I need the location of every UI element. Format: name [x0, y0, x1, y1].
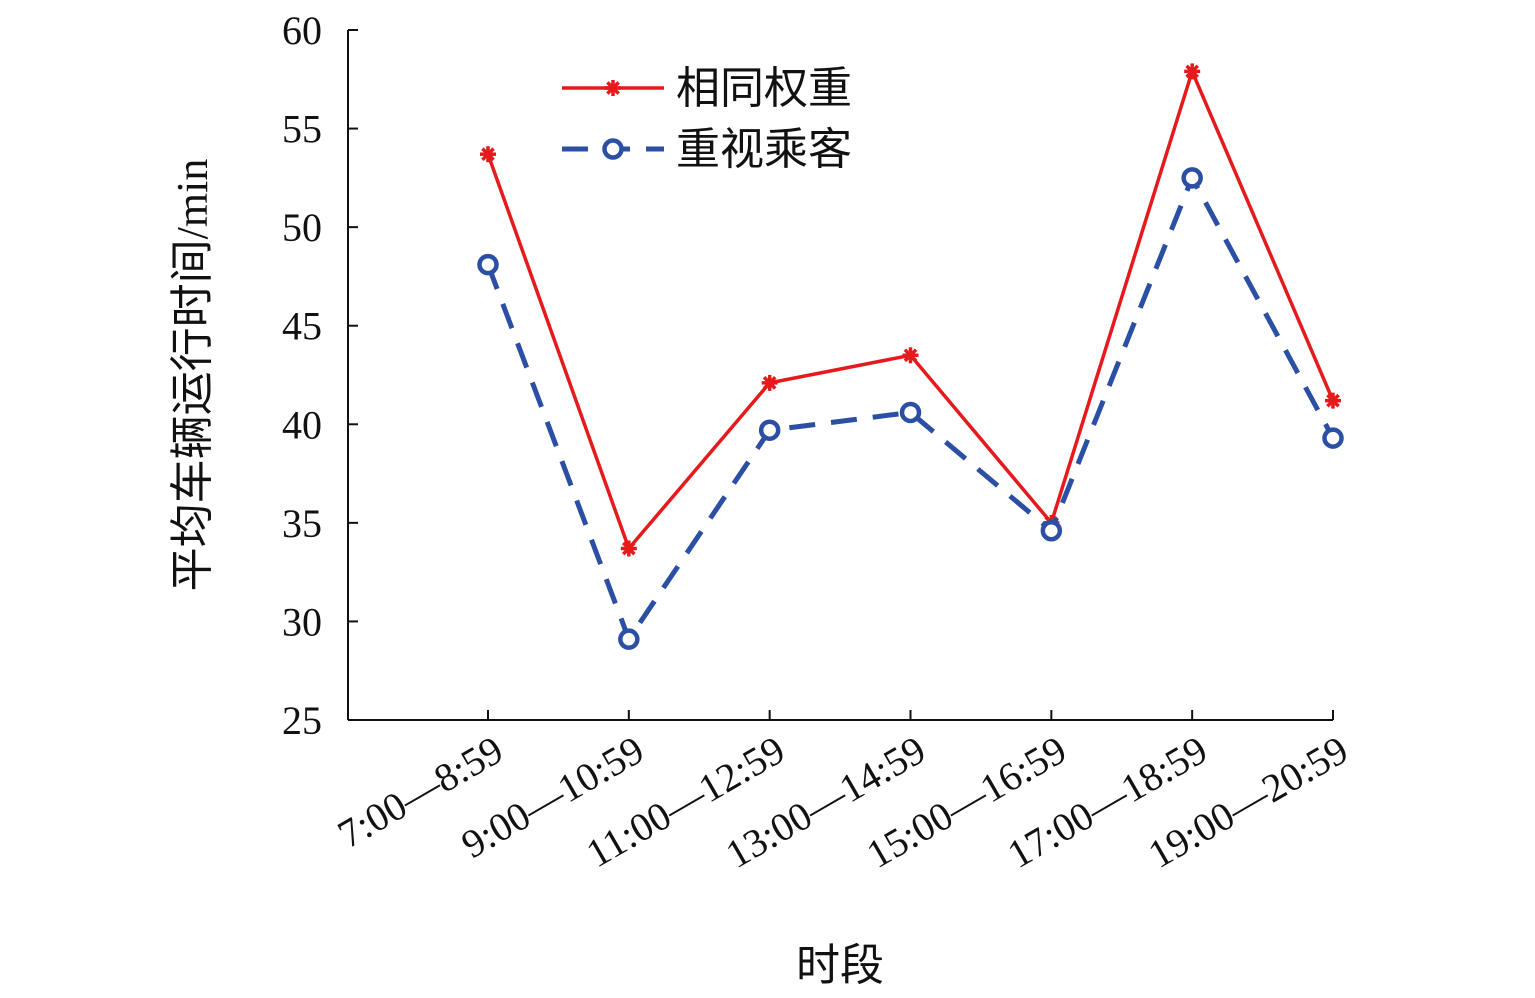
legend-label: 重视乘客: [676, 125, 852, 174]
circle-marker: [602, 138, 624, 160]
asterisk-marker-stroke: [903, 348, 918, 363]
x-axis-title: 时段: [796, 941, 884, 990]
data-point: [761, 374, 778, 391]
circle-marker: [758, 419, 781, 441]
legend-entry-1: 相同权重: [562, 64, 852, 113]
y-axis-title: 平均车辆运行时间/min: [168, 159, 217, 592]
asterisk-marker-stroke: [606, 81, 620, 95]
circle-marker: [899, 401, 922, 424]
asterisk-marker-stroke: [621, 541, 636, 556]
legend-label: 相同权重: [676, 64, 852, 113]
legend-entry-2: 重视乘客: [562, 125, 852, 174]
circle-marker: [1181, 167, 1203, 189]
data-point: [480, 146, 496, 163]
data-point: [1322, 427, 1344, 449]
y-tick-label: 60: [282, 8, 322, 53]
y-tick-label: 45: [282, 304, 322, 349]
circle-marker: [477, 253, 499, 276]
asterisk-marker-stroke: [1326, 393, 1340, 408]
asterisk-marker-stroke: [762, 376, 777, 390]
y-tick-label: 30: [282, 599, 322, 644]
series-layer: [477, 63, 1344, 650]
data-point: [620, 540, 637, 557]
data-point: [758, 419, 781, 441]
y-tick-label: 40: [282, 402, 322, 447]
y-tick-label: 35: [282, 501, 322, 546]
circle-marker: [1322, 427, 1344, 449]
data-point: [1181, 167, 1203, 189]
asterisk-marker-stroke: [481, 147, 495, 162]
series-2: [477, 167, 1344, 650]
data-point: [618, 628, 640, 650]
data-point: [902, 347, 919, 364]
data-point: [1040, 519, 1063, 542]
y-tick-label: 25: [282, 698, 322, 743]
circle-marker: [618, 628, 640, 650]
circle-marker: [1040, 519, 1063, 542]
y-tick-label: 55: [282, 107, 322, 152]
series-1: [480, 63, 1341, 557]
y-tick-label: 50: [282, 205, 322, 250]
data-point: [477, 253, 499, 276]
data-point: [1325, 392, 1341, 409]
data-point: [1184, 63, 1201, 80]
asterisk-marker-stroke: [1185, 64, 1200, 79]
data-point: [899, 401, 922, 424]
